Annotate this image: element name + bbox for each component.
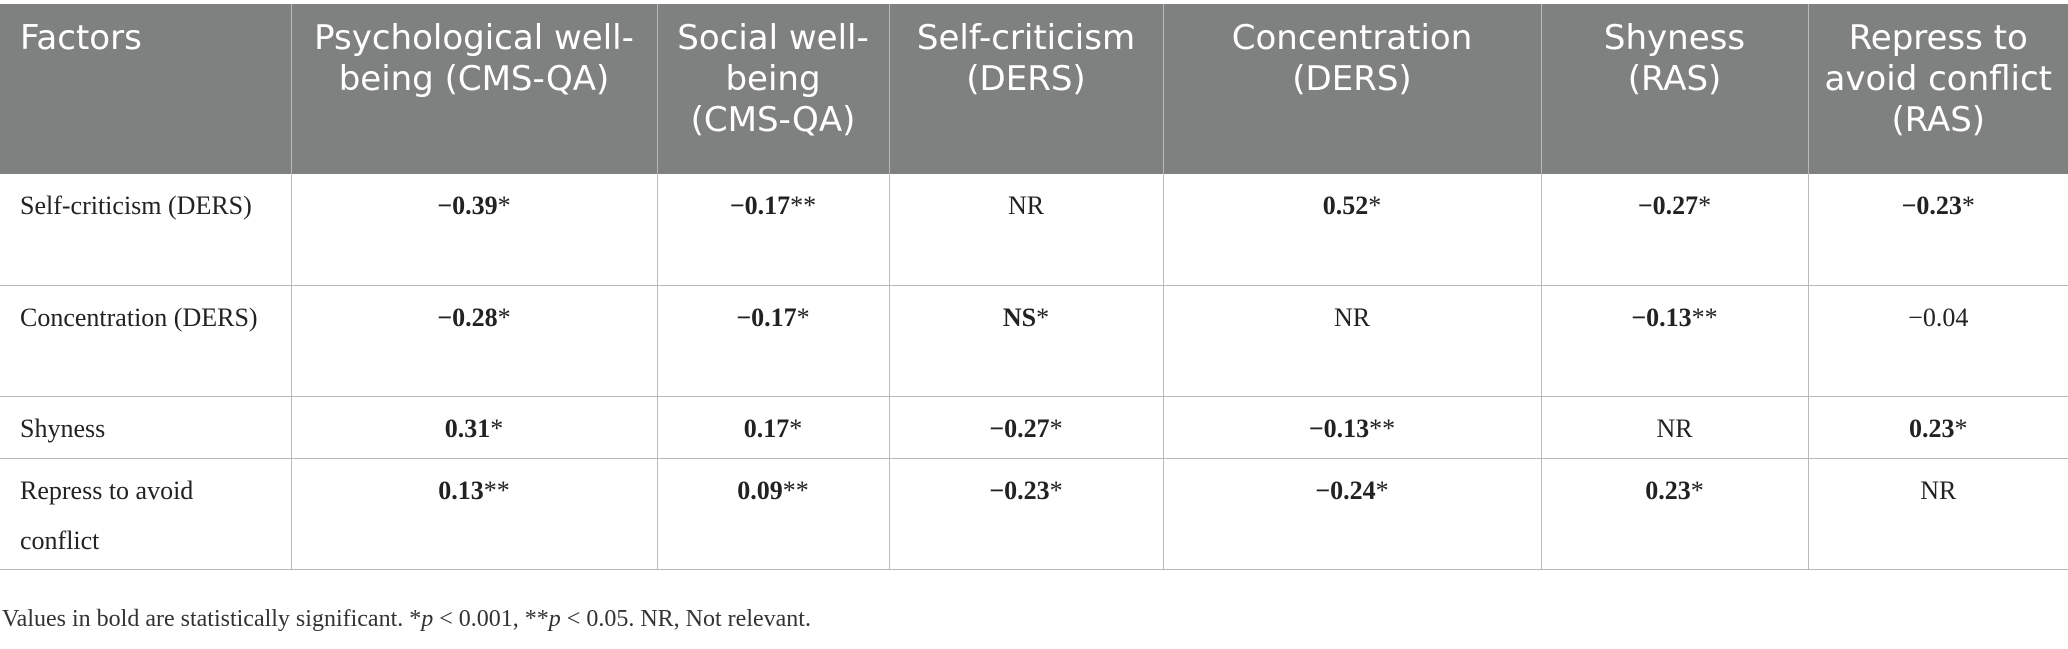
table-cell: NR: [1162, 285, 1541, 397]
cell-significance: *: [497, 191, 511, 220]
cell-significance: *: [1368, 191, 1382, 220]
header-social-well-being: Social well-being (CMS-QA): [656, 4, 889, 174]
footnote-text-3: < 0.05. NR, Not relevant.: [560, 606, 811, 632]
row-label: Concentration (DERS): [0, 285, 291, 397]
table-cell: 0.23*: [1540, 458, 1808, 570]
table-cell: 0.23*: [1807, 396, 2068, 459]
table-cell: NR: [888, 174, 1163, 286]
cell-value: −0.39: [437, 191, 498, 220]
table-cell: 0.17*: [656, 396, 889, 459]
cell-value: NR: [1333, 302, 1371, 332]
table-row: Concentration (DERS) −0.28* −0.17* NS* N…: [0, 285, 2068, 397]
header-factors: Factors: [0, 4, 291, 174]
cell-value: −0.04: [1908, 302, 1969, 332]
cell-significance: **: [782, 475, 809, 505]
row-label: Self-criticism (DERS): [0, 174, 291, 286]
table-cell: −0.17*: [656, 285, 889, 397]
cell-value: −0.17: [729, 191, 791, 220]
table-cell: 0.52*: [1162, 174, 1541, 286]
table-row: Shyness 0.31* 0.17* −0.27* −0.13** NR 0.…: [0, 396, 2068, 459]
table-cell: NS*: [888, 285, 1163, 397]
cell-value: 0.09: [737, 475, 783, 505]
cell-significance: *: [1049, 475, 1063, 505]
table-row: Self-criticism (DERS) −0.39* −0.17** NR …: [0, 174, 2068, 286]
cell-value: −0.17: [736, 302, 797, 332]
table-cell: NR: [1540, 396, 1808, 459]
table-cell: −0.28*: [290, 285, 657, 397]
footnote-p-symbol: p: [421, 606, 434, 632]
cell-significance: *: [1961, 191, 1975, 220]
cell-significance: **: [483, 475, 510, 505]
table-cell: −0.17**: [656, 174, 889, 286]
cell-value: −0.13: [1631, 302, 1692, 332]
cell-value: −0.23: [1901, 191, 1962, 220]
cell-value: −0.24: [1315, 475, 1376, 505]
correlation-table: Factors Psychological well-being (CMS-QA…: [0, 4, 2068, 570]
cell-value: NR: [1920, 475, 1957, 505]
footnote-text-1: Values in bold are statistically signifi…: [2, 606, 422, 632]
row-label: Repress to avoid conflict: [0, 458, 291, 570]
table-cell: −0.23*: [888, 458, 1163, 570]
cell-significance: **: [1369, 413, 1396, 443]
table-cell: NR: [1807, 458, 2068, 570]
row-label: Shyness: [0, 396, 291, 459]
cell-value: −0.13: [1308, 413, 1370, 443]
cell-significance: *: [1049, 413, 1063, 443]
cell-significance: *: [1698, 191, 1712, 220]
cell-value: −0.27: [989, 413, 1050, 443]
table-cell: −0.04: [1807, 285, 2068, 397]
cell-significance: *: [1036, 302, 1050, 332]
header-self-criticism: Self-criticism (DERS): [888, 4, 1163, 174]
cell-value: −0.23: [989, 475, 1050, 505]
table-footnote: Values in bold are statistically signifi…: [2, 606, 811, 633]
cell-significance: **: [1691, 302, 1718, 332]
table-cell: −0.23*: [1807, 174, 2068, 286]
cell-value: NR: [1007, 191, 1045, 220]
table-cell: −0.24*: [1162, 458, 1541, 570]
table-cell: 0.13**: [290, 458, 657, 570]
cell-value: −0.27: [1637, 191, 1699, 220]
cell-significance: *: [796, 302, 810, 332]
footnote-text-2: < 0.001, **: [433, 606, 549, 632]
header-row: Factors Psychological well-being (CMS-QA…: [0, 4, 2068, 174]
cell-significance: *: [789, 413, 803, 443]
cell-value: 0.13: [438, 475, 484, 505]
table-cell: −0.39*: [290, 174, 657, 286]
cell-significance: **: [790, 191, 817, 220]
table-cell: 0.31*: [290, 396, 657, 459]
header-repress-to-avoid-conflict: Repress to avoid conflict (RAS): [1807, 4, 2068, 174]
header-shyness: Shyness (RAS): [1540, 4, 1808, 174]
table-header: Factors Psychological well-being (CMS-QA…: [0, 4, 2068, 174]
table-body: Self-criticism (DERS) −0.39* −0.17** NR …: [0, 174, 2068, 570]
cell-value: 0.31: [444, 413, 491, 443]
header-concentration: Concentration (DERS): [1162, 4, 1541, 174]
table-cell: −0.27*: [1540, 174, 1808, 286]
table-cell: −0.13**: [1162, 396, 1541, 459]
cell-value: 0.52: [1322, 191, 1369, 220]
cell-value: 0.23: [1909, 413, 1955, 443]
table-cell: −0.13**: [1540, 285, 1808, 397]
cell-significance: *: [1954, 413, 1968, 443]
table-cell: −0.27*: [888, 396, 1163, 459]
cell-value: NR: [1656, 413, 1693, 443]
cell-significance: *: [497, 302, 511, 332]
cell-significance: *: [1375, 475, 1389, 505]
cell-significance: *: [490, 413, 504, 443]
footnote-p-symbol: p: [548, 606, 561, 632]
table-row: Repress to avoid conflict 0.13** 0.09** …: [0, 458, 2068, 570]
cell-value: 0.23: [1645, 475, 1691, 505]
cell-significance: *: [1690, 475, 1704, 505]
cell-value: 0.17: [743, 413, 790, 443]
cell-value: NS: [1002, 302, 1037, 332]
table-cell: 0.09**: [656, 458, 889, 570]
header-psychological-well-being: Psychological well-being (CMS-QA): [290, 4, 657, 174]
cell-value: −0.28: [437, 302, 498, 332]
